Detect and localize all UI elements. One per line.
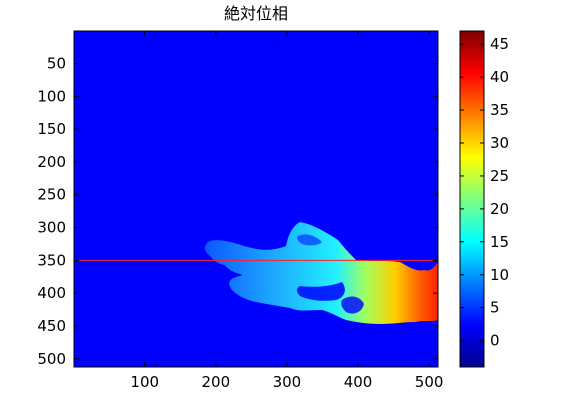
hand-region [204, 222, 438, 324]
x-axis-ticks: 100 200 300 400 500 [130, 31, 443, 391]
x-tick-label: 100 [130, 373, 159, 391]
colorbar-tick-label: 5 [490, 299, 500, 317]
y-tick-label: 300 [37, 219, 66, 237]
colorbar-tick-label: 30 [490, 134, 509, 152]
colorbar: 45 40 35 30 25 20 15 10 5 0 [459, 30, 509, 368]
heatmap-axes: 100 200 300 400 500 50 100 150 200 250 300 350 400 4… [37, 30, 443, 391]
y-tick-label: 350 [37, 251, 66, 269]
colorbar-tick-label: 25 [490, 167, 509, 185]
hand-shape [204, 222, 438, 324]
finger-gap [297, 282, 345, 301]
colorbar-tick-label: 40 [490, 68, 509, 86]
y-tick-label: 100 [37, 87, 66, 105]
thumb-shape [224, 256, 275, 277]
y-tick-label: 400 [37, 284, 66, 302]
y-tick-label: 50 [47, 54, 66, 72]
x-tick-label: 400 [344, 373, 373, 391]
colorbar-tick-label: 35 [490, 101, 509, 119]
colorbar-ticks: 45 40 35 30 25 20 15 10 5 0 [460, 35, 509, 350]
colorbar-tick-label: 10 [490, 266, 509, 284]
finger-gap [341, 296, 364, 314]
colorbar-tick-label: 20 [490, 200, 509, 218]
y-tick-label: 200 [37, 153, 66, 171]
x-tick-label: 200 [202, 373, 231, 391]
y-tick-label: 500 [37, 350, 66, 368]
colorbar-tick-label: 45 [490, 35, 509, 53]
colorbar-tick-label: 0 [490, 332, 500, 350]
chart-title: 絶対位相 [224, 4, 288, 23]
x-tick-label: 300 [273, 373, 302, 391]
colorbar-gradient [459, 30, 485, 368]
heatmap-frame [73, 30, 439, 368]
finger-gap [297, 234, 322, 246]
y-axis-ticks: 50 100 150 200 250 300 350 400 450 500 [37, 54, 438, 368]
colorbar-tick-label: 15 [490, 233, 509, 251]
y-tick-label: 450 [37, 317, 66, 335]
y-tick-label: 150 [37, 120, 66, 138]
x-tick-label: 500 [415, 373, 444, 391]
y-tick-label: 250 [37, 186, 66, 204]
